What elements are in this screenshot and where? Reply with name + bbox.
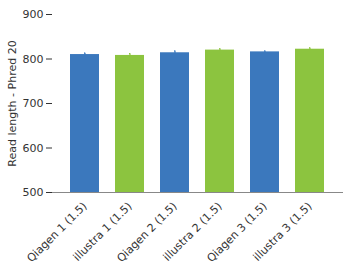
svg-text:Qiagen 2 (1.5): Qiagen 2 (1.5) xyxy=(114,199,180,265)
svg-text:900: 900 xyxy=(23,8,44,21)
svg-text:700: 700 xyxy=(23,97,44,110)
svg-text:illustra 3 (1.5): illustra 3 (1.5) xyxy=(251,200,315,264)
svg-text:600: 600 xyxy=(23,142,44,155)
svg-text:Qiagen 3 (1.5): Qiagen 3 (1.5) xyxy=(204,199,270,265)
svg-text:illustra 1 (1.5): illustra 1 (1.5) xyxy=(70,199,135,264)
svg-text:800: 800 xyxy=(23,53,44,66)
svg-text:Read length - Phred 20: Read length - Phred 20 xyxy=(6,40,19,166)
svg-text:Qiagen 1 (1.5): Qiagen 1 (1.5) xyxy=(24,199,90,265)
svg-text:500: 500 xyxy=(23,186,44,199)
svg-text:illustra 2 (1.5): illustra 2 (1.5) xyxy=(160,199,225,264)
